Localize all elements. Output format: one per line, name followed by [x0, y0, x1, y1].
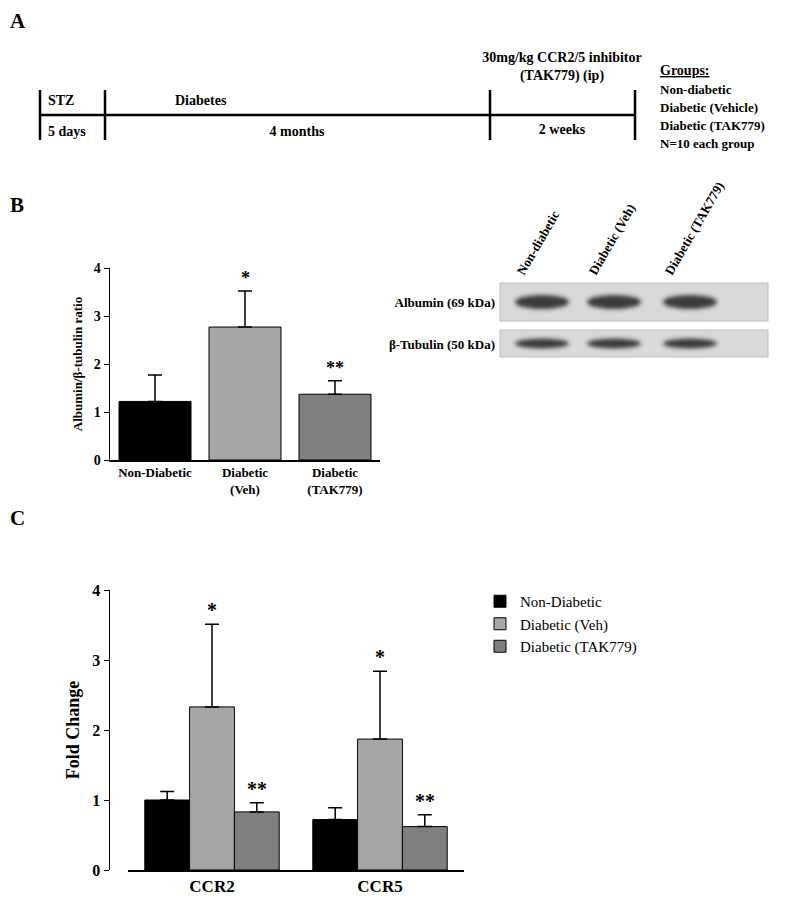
svg-text:2 weeks: 2 weeks	[539, 122, 586, 137]
svg-text:β-Tubulin (50 kDa): β-Tubulin (50 kDa)	[389, 337, 495, 352]
svg-text:A: A	[10, 9, 26, 33]
svg-text:N=10 each group: N=10 each group	[660, 136, 755, 151]
svg-text:2: 2	[92, 722, 100, 739]
svg-text:Albumin/β-tubulin ratio: Albumin/β-tubulin ratio	[70, 297, 85, 431]
svg-text:Diabetic(TAK779): Diabetic(TAK779)	[307, 465, 362, 497]
svg-text:3: 3	[94, 309, 101, 324]
svg-text:Non-diabetic: Non-diabetic	[660, 82, 732, 97]
svg-text:C: C	[10, 506, 25, 530]
svg-text:Diabetic(Veh): Diabetic(Veh)	[222, 465, 268, 497]
svg-text:Diabetes: Diabetes	[175, 93, 227, 108]
svg-text:Diabetic (Veh): Diabetic (Veh)	[520, 617, 608, 634]
svg-text:0: 0	[92, 862, 100, 879]
svg-text:Non-Diabetic: Non-Diabetic	[118, 465, 192, 480]
svg-text:Non-diabetic: Non-diabetic	[514, 208, 563, 278]
svg-text:*: *	[207, 599, 217, 621]
svg-text:5 days: 5 days	[48, 124, 86, 139]
svg-text:Diabetic (TAK779): Diabetic (TAK779)	[660, 118, 765, 133]
svg-text:2: 2	[94, 357, 101, 372]
svg-text:**: **	[415, 790, 435, 812]
svg-text:30mg/kg CCR2/5 inhibitor(TAK77: 30mg/kg CCR2/5 inhibitor(TAK779) (ip)	[482, 50, 641, 84]
svg-text:Fold Change: Fold Change	[63, 681, 83, 780]
svg-text:CCR2: CCR2	[189, 877, 234, 896]
svg-text:Groups:: Groups:	[660, 63, 710, 78]
svg-text:Diabetic (TAK779): Diabetic (TAK779)	[662, 179, 727, 277]
svg-text:CCR5: CCR5	[357, 877, 402, 896]
svg-text:Diabetic (TAK779): Diabetic (TAK779)	[520, 639, 637, 656]
svg-text:4 months: 4 months	[270, 124, 325, 139]
svg-text:Non-Diabetic: Non-Diabetic	[520, 594, 602, 610]
svg-text:STZ: STZ	[48, 93, 74, 108]
svg-text:1: 1	[94, 405, 101, 420]
svg-text:Diabetic (Vehicle): Diabetic (Vehicle)	[660, 100, 758, 115]
svg-text:**: **	[326, 358, 344, 378]
svg-text:Diabetic (Veh): Diabetic (Veh)	[586, 201, 639, 277]
svg-text:1: 1	[92, 792, 100, 809]
svg-text:4: 4	[92, 582, 100, 599]
svg-text:3: 3	[92, 652, 100, 669]
svg-text:Albumin (69 kDa): Albumin (69 kDa)	[395, 295, 495, 310]
svg-text:B: B	[10, 193, 24, 217]
svg-text:4: 4	[94, 261, 101, 276]
svg-text:0: 0	[94, 453, 101, 468]
svg-text:*: *	[375, 646, 385, 668]
svg-text:*: *	[241, 268, 250, 288]
svg-text:**: **	[247, 778, 267, 800]
